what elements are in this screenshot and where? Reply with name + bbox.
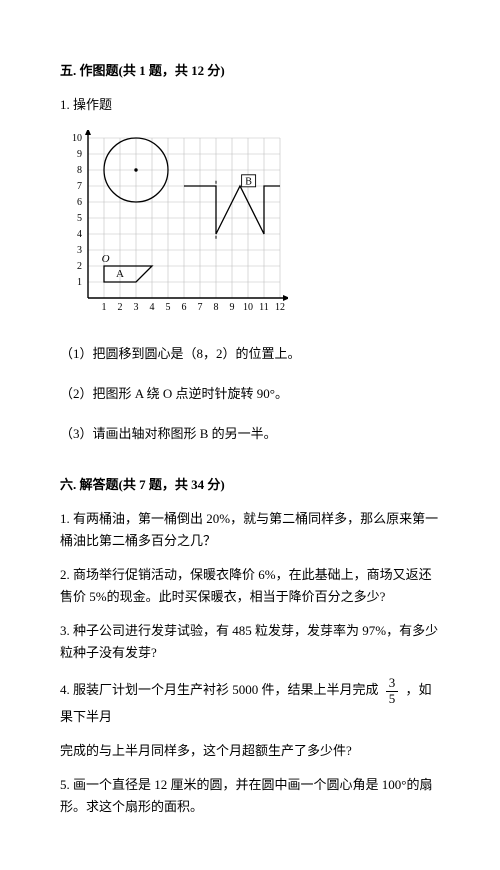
q5-1-sub1: （1）把圆移到圆心是（8，2）的位置上。 xyxy=(60,343,440,365)
svg-text:5: 5 xyxy=(77,213,82,224)
svg-text:6: 6 xyxy=(182,302,187,313)
svg-text:9: 9 xyxy=(77,149,82,160)
q5-1-sub3: （3）请画出轴对称图形 B 的另一半。 xyxy=(60,423,440,445)
svg-text:11: 11 xyxy=(259,302,269,313)
svg-text:12: 12 xyxy=(275,302,285,313)
section-6-title: 六. 解答题(共 7 题，共 34 分) xyxy=(60,474,440,496)
svg-text:2: 2 xyxy=(118,302,123,313)
q6-1: 1. 有两桶油，第一桶倒出 20%，就与第二桶同样多，那么原来第一桶油比第二桶多… xyxy=(60,508,440,552)
svg-text:8: 8 xyxy=(77,165,82,176)
svg-text:7: 7 xyxy=(198,302,203,313)
svg-text:10: 10 xyxy=(72,133,82,144)
svg-text:4: 4 xyxy=(77,229,82,240)
svg-text:10: 10 xyxy=(243,302,253,313)
svg-text:1: 1 xyxy=(77,277,82,288)
q6-3: 3. 种子公司进行发芽试验，有 485 粒发芽，发芽率为 97%，有多少粒种子没… xyxy=(60,620,440,664)
q6-2: 2. 商场举行促销活动，保暖衣降价 6%，在此基础上，商场又返还售价 5%的现金… xyxy=(60,564,440,608)
svg-text:5: 5 xyxy=(166,302,171,313)
svg-text:1: 1 xyxy=(102,302,107,313)
section-5-title: 五. 作图题(共 1 题，共 12 分) xyxy=(60,60,440,82)
q5-1-label: 1. 操作题 xyxy=(60,94,440,116)
svg-text:3: 3 xyxy=(77,245,82,256)
q6-4: 4. 服装厂计划一个月生产衬衫 5000 件，结果上半月完成 3 5 ，如果下半… xyxy=(60,676,440,728)
svg-text:2: 2 xyxy=(77,261,82,272)
q6-4-line2: 完成的与上半月同样多，这个月超额生产了多少件? xyxy=(60,740,440,762)
q6-4-frac-num: 3 xyxy=(386,676,399,691)
svg-text:B: B xyxy=(245,176,252,187)
svg-text:4: 4 xyxy=(150,302,155,313)
svg-text:O: O xyxy=(102,253,110,265)
svg-text:A: A xyxy=(116,268,124,280)
q6-4-fraction: 3 5 xyxy=(386,676,399,706)
svg-text:6: 6 xyxy=(77,197,82,208)
q6-4-frac-den: 5 xyxy=(386,692,399,706)
q6-4-prefix: 4. 服装厂计划一个月生产衬衫 5000 件，结果上半月完成 xyxy=(60,682,379,697)
grid-diagram: 12345678910111212345678910AOB xyxy=(60,130,440,325)
q6-5: 5. 画一个直径是 12 厘米的圆，并在圆中画一个圆心角是 100°的扇形。求这… xyxy=(60,774,440,818)
svg-text:3: 3 xyxy=(134,302,139,313)
svg-text:9: 9 xyxy=(230,302,235,313)
q5-1-sub2: （2）把图形 A 绕 O 点逆时针旋转 90°。 xyxy=(60,383,440,405)
svg-text:8: 8 xyxy=(214,302,219,313)
svg-text:7: 7 xyxy=(77,181,82,192)
